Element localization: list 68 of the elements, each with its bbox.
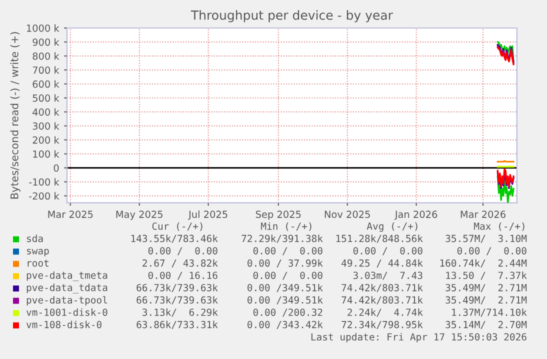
x-tick-label: Jul 2025 <box>188 210 228 220</box>
text: 0.00 /200.32 <box>253 308 322 317</box>
text: Cur (-/+) <box>152 222 202 231</box>
text: 0.00 / 0.00 <box>253 247 322 256</box>
text: 3.03m/ 7.43 <box>353 272 422 280</box>
text: 72.29k/391.38k <box>242 234 323 243</box>
y-axis-title: Bytes/second read (-) / write (+) <box>10 32 20 199</box>
y-tick-label: 0 <box>54 164 59 172</box>
y-tick-label: 600 k <box>32 80 60 88</box>
y-tick-label: 100 k <box>33 150 60 158</box>
legend-label: pve-data_tdata <box>26 284 108 294</box>
x-tick-label: Mar 2025 <box>48 210 93 218</box>
legend-label: root <box>28 260 48 267</box>
text: 74.42k/803.71k <box>342 284 423 292</box>
text: 66.73k/739.63k <box>136 284 218 292</box>
chart-title: Throughput per device - by year <box>190 10 393 22</box>
text: 0.00 / 0.00 <box>148 247 218 256</box>
text: 2.67 / 43.82k <box>142 259 218 268</box>
legend-label: sda <box>27 234 43 242</box>
text: 2.24k/ 4.74k <box>348 308 423 317</box>
text: Max (-/+) <box>474 222 524 231</box>
legend-label: vm-1001-disk-0 <box>26 308 108 316</box>
legend-label: vm-108-disk-0 <box>26 320 102 328</box>
y-tick-label: 900 k <box>32 38 60 46</box>
y-tick-label: 1000 k <box>26 24 60 32</box>
x-tick-label: Nov 2025 <box>324 210 370 218</box>
text: 63.86k/733.31k <box>136 320 218 330</box>
legend-label: pve-data-tpool <box>26 296 107 306</box>
y-tick-label: 500 k <box>32 94 60 102</box>
text: Last update: Fri Apr 17 15:50:03 2026 <box>311 333 526 342</box>
text: 3.13k/ 6.29k <box>142 308 218 317</box>
text: 74.42k/803.71k <box>342 296 423 304</box>
text: 35.49M/ 2.71M <box>446 296 527 304</box>
text: 0.00 /349.51k <box>248 296 323 304</box>
x-tick-label: Jan 2026 <box>394 210 438 220</box>
text: 0.00 /343.42k <box>248 320 323 330</box>
text: 151.28k/848.56k <box>336 234 423 243</box>
y-tick-label: 700 k <box>32 66 60 74</box>
text: 35.49M/ 2.71M <box>446 284 527 292</box>
text: 0.00 / 16.16 <box>148 272 218 280</box>
x-tick-label: Sep 2025 <box>256 210 301 220</box>
y-tick-label: -200 k <box>29 192 60 200</box>
text: 160.74k/ 2.44M <box>440 259 527 268</box>
y-tick-label: -100 k <box>29 178 60 186</box>
text: 0.00 / 37.99k <box>248 259 323 268</box>
y-tick-label: 800 k <box>32 52 60 60</box>
y-tick-label: 300 k <box>32 122 60 130</box>
text: 13.50 / 7.37k <box>446 272 527 280</box>
y-tick-label: 200 k <box>32 136 60 144</box>
text: 35.57M/ 3.10M <box>446 234 527 243</box>
text: 35.14M/ 2.70M <box>446 320 527 330</box>
text: 66.73k/739.63k <box>136 296 218 304</box>
x-tick-label: Mar 2026 <box>460 210 506 218</box>
text: 49.25 / 44.84k <box>342 259 423 268</box>
text: 0.00 / 0.00 <box>457 247 526 256</box>
x-tick-label: May 2025 <box>116 210 162 220</box>
line-series <box>496 175 514 203</box>
text: 0.00 / 0.00 <box>253 272 322 280</box>
text: 1.37M/714.10k <box>452 308 527 317</box>
legend-label: pve-data_tmeta <box>26 271 108 282</box>
text: 0.00 /349.51k <box>248 284 323 292</box>
legend-label: swap <box>27 248 49 256</box>
y-tick-label: 400 k <box>32 108 60 116</box>
text: Min (-/+) <box>261 222 312 231</box>
text: 0.00 / 0.00 <box>353 247 422 256</box>
text: 143.55k/783.46k <box>131 234 218 243</box>
text: 72.34k/798.95k <box>342 320 423 330</box>
text: Avg (-/+) <box>366 222 418 232</box>
